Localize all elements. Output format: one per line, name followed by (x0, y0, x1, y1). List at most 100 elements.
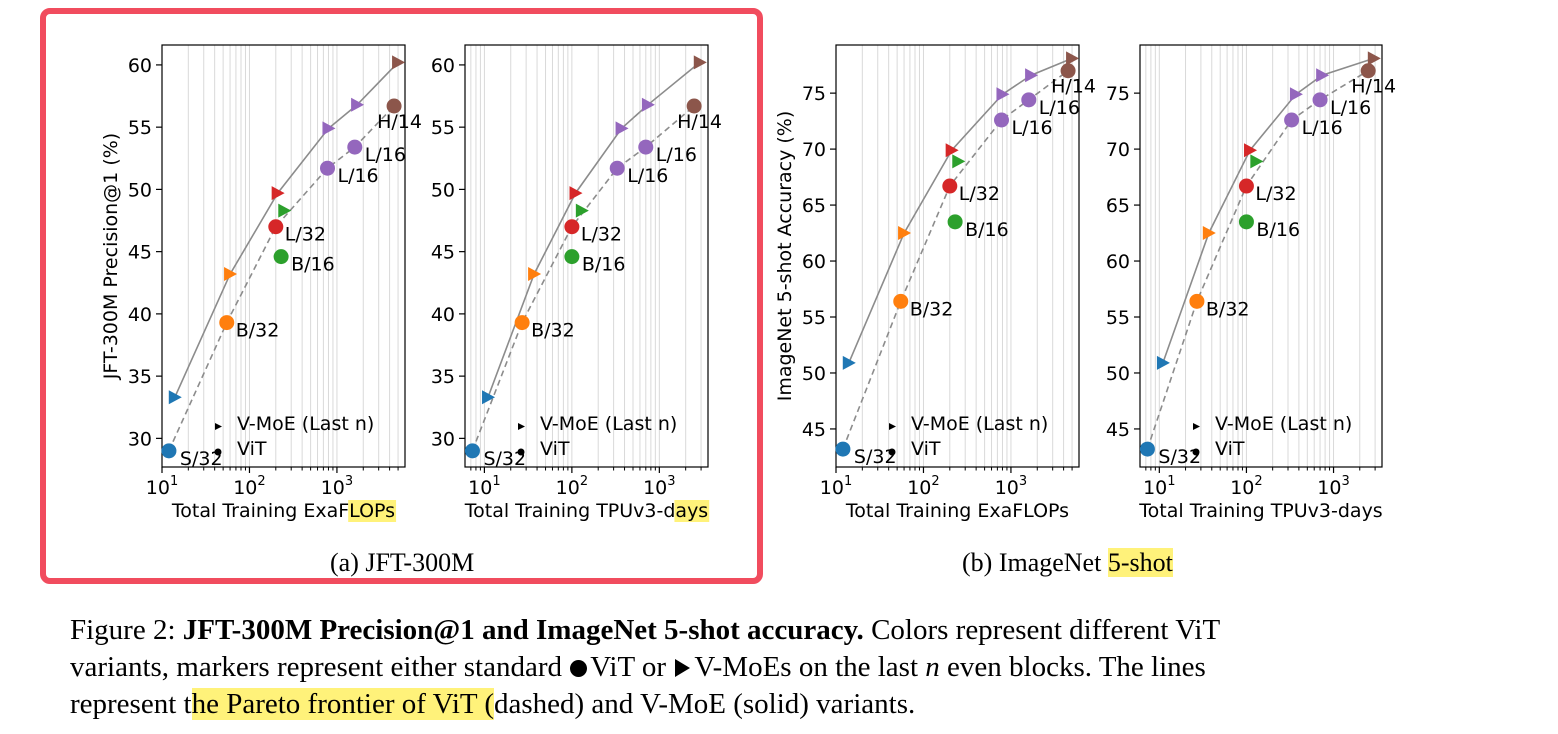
grid-lines (1145, 45, 1376, 467)
legend-circle-icon (214, 448, 222, 456)
point-vit-h-14 (686, 98, 702, 114)
point-vmoe-l-16 (351, 97, 365, 112)
legend-circle-icon (1192, 448, 1200, 456)
axes-frame (161, 44, 406, 468)
point-label-b-32: B/32 (910, 298, 954, 320)
point-vit-l-16 (1284, 112, 1300, 128)
point-vit-b-16 (947, 214, 963, 230)
point-label-l-16: L/16 (1330, 97, 1371, 119)
legend-triangle-icon (518, 423, 525, 430)
y-tick-label: 70 (802, 139, 826, 161)
x-tick-label: 103 (321, 474, 353, 499)
point-vmoe-b-16 (1250, 154, 1264, 169)
point-vmoe-b-16 (952, 154, 966, 169)
point-vmoe-l-16 (1025, 68, 1039, 83)
y-tick-label: 50 (802, 363, 826, 385)
series-v-moe-last-n (842, 51, 1080, 370)
legend-entry-vit: ViT (540, 438, 570, 460)
circle-glyph-icon (570, 660, 588, 677)
axes-frame (835, 44, 1080, 468)
y-axis-label: ImageNet 5-shot Accuracy (%) (774, 111, 796, 402)
point-vit-l-32 (942, 178, 958, 194)
x-tick-label: 102 (1230, 474, 1262, 499)
chart-4: 101 102 103 45 50 55 60 65 70 75 Total Training TP… (1106, 44, 1396, 522)
x-tick-label: 102 (233, 474, 265, 499)
point-label-l-16: L/16 (627, 165, 668, 187)
point-vit-l-32 (268, 219, 284, 235)
legend: V-MoE (Last n) ViT (517, 413, 677, 460)
point-vit-s-32 (464, 443, 480, 459)
frontier-vit-dashed (471, 105, 695, 452)
point-label-h-14: H/14 (677, 111, 722, 133)
point-vmoe-s-32 (842, 355, 856, 370)
y-tick-label: 45 (1106, 419, 1130, 441)
point-vmoe-h-14 (392, 55, 406, 70)
subcaption-b: (b) ImageNet 5-shot (962, 548, 1173, 578)
x-tick-label: 102 (556, 474, 588, 499)
point-label-b-32: B/32 (236, 320, 280, 342)
y-tick-label: 45 (128, 242, 152, 264)
point-vit-h-14 (1360, 63, 1376, 79)
y-tick-label: 45 (802, 419, 826, 441)
y-tick-label: 55 (128, 117, 152, 139)
y-tick-label: 75 (802, 83, 826, 105)
caption-line1-rest: Colors represent different ViT (863, 614, 1221, 646)
point-vit-l-16 (638, 139, 654, 155)
series-vit: S/32B/32B/16L/32L/16L/16H/14 (835, 63, 1096, 468)
legend-circle-icon (517, 448, 525, 456)
legend: V-MoE (Last n) ViT (1192, 413, 1352, 460)
point-label-l-32: L/32 (285, 224, 326, 246)
point-vmoe-h-14 (1367, 51, 1381, 66)
point-label-l-32: L/32 (581, 224, 622, 246)
caption-line2-d: even blocks. The lines (939, 651, 1206, 683)
point-vmoe-l-32 (569, 186, 583, 201)
x-tick-label: 101 (820, 474, 852, 499)
y-tick-label: 65 (1106, 195, 1130, 217)
y-tick-label: 60 (128, 55, 152, 77)
legend-triangle-icon (215, 423, 222, 430)
point-vmoe-s-32 (1156, 355, 1170, 370)
chart-2: 101 102 103 30 35 40 45 50 55 60 Total Training TP… (431, 44, 722, 522)
legend-entry-vmoe: V-MoE (Last n) (237, 413, 374, 435)
series-vit: S/32B/32B/16L/32L/16L/16H/14 (464, 98, 722, 470)
point-vit-l-16 (319, 160, 335, 176)
y-tick-label: 60 (1106, 251, 1130, 273)
point-vmoe-b-16 (278, 203, 292, 218)
x-axis-label: Total Training TPUv3-days (1138, 500, 1382, 522)
point-vmoe-b-32 (528, 267, 542, 282)
point-label-l-16: L/16 (1302, 117, 1343, 139)
point-label-s-32: S/32 (854, 446, 897, 468)
legend-entry-vmoe: V-MoE (Last n) (1215, 413, 1352, 435)
x-tick-label: 103 (1317, 474, 1349, 499)
point-vit-h-14 (1060, 63, 1076, 79)
subcaption-b-prefix: (b) ImageNet (962, 548, 1108, 577)
point-vmoe-l-16 (615, 121, 629, 136)
x-tick-label: 103 (643, 474, 675, 499)
y-tick-label: 55 (1106, 307, 1130, 329)
y-tick-label: 30 (431, 428, 455, 450)
point-vit-b-32 (893, 293, 909, 309)
caption-line2-c: V-MoEs on the last (694, 651, 926, 683)
point-vit-l-16 (993, 112, 1009, 128)
subcaption-a: (a) JFT-300M (330, 548, 475, 577)
legend-entry-vmoe: V-MoE (Last n) (911, 413, 1048, 435)
caption-bold: JFT-300M Precision@1 and ImageNet 5-shot… (182, 614, 864, 646)
axes-frame (464, 44, 709, 468)
y-tick-label: 50 (128, 179, 152, 201)
point-label-l-16: L/16 (337, 165, 378, 187)
chart-3: 101 102 103 45 50 55 60 65 70 75 Total Training Ex… (774, 44, 1096, 522)
point-vmoe-h-14 (693, 55, 707, 70)
y-tick-label: 40 (431, 304, 455, 326)
caption-line-3: represent the Pareto frontier of ViT (da… (70, 686, 1520, 723)
point-label-l-32: L/32 (1255, 183, 1296, 205)
y-tick-label: 50 (1106, 363, 1130, 385)
frontier-vmoe-solid (848, 57, 1073, 364)
point-vmoe-b-16 (575, 203, 589, 218)
caption-line3-highlight: he Pareto frontier of ViT ( (191, 688, 494, 720)
point-label-s-32: S/32 (483, 448, 526, 470)
point-label-h-14: H/14 (1051, 76, 1096, 98)
point-vit-b-16 (564, 249, 580, 265)
point-label-l-16: L/16 (1039, 97, 1080, 119)
caption-prefix: Figure 2: (70, 614, 183, 646)
caption-line3-b: dashed) and V-MoE (solid) variants. (494, 688, 916, 720)
